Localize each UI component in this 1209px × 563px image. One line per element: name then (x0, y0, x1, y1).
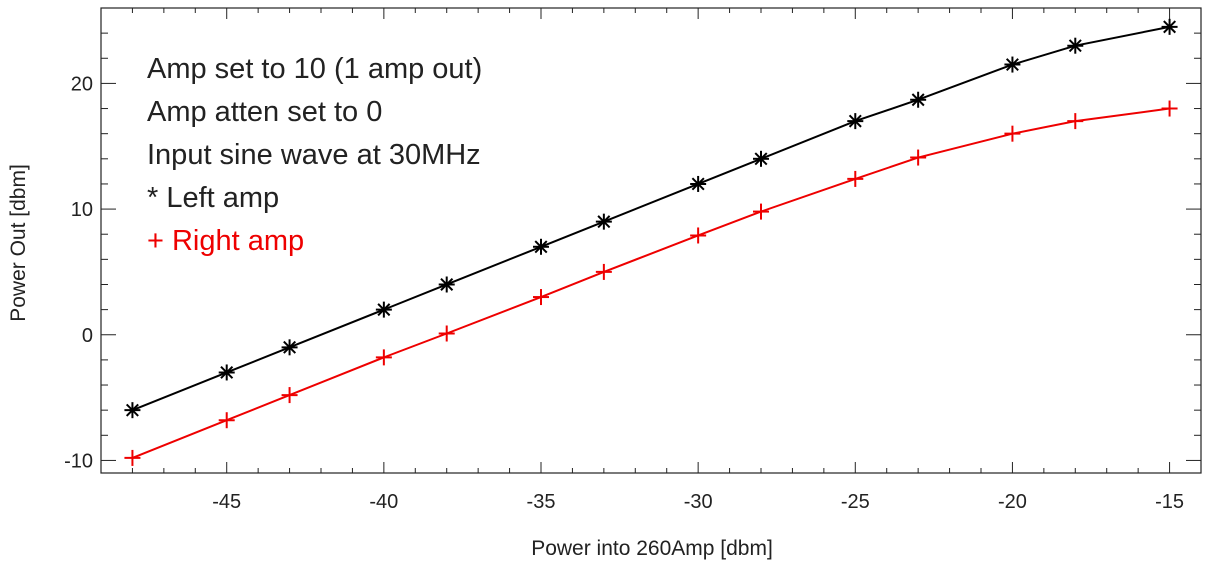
x-tick-label: -45 (212, 491, 241, 513)
x-tick-label: -25 (841, 491, 870, 513)
plot-border (100, 7, 1202, 474)
plus-marker (124, 449, 141, 466)
x-tick-label: -40 (369, 491, 398, 513)
asterisk-marker (438, 276, 455, 293)
x-tick-label: -20 (998, 491, 1027, 513)
y-tick-label: 20 (71, 73, 93, 95)
plus-marker (690, 227, 707, 244)
asterisk-marker (595, 213, 612, 230)
series-line (132, 107, 1170, 459)
annotation-line: * Left amp (147, 182, 279, 214)
series-right-amp (124, 100, 1178, 466)
asterisk-marker (533, 238, 549, 255)
plus-marker (218, 412, 235, 429)
plus-marker (1004, 125, 1021, 142)
y-tick-label: -10 (64, 450, 93, 472)
y-tick-label: 0 (82, 325, 93, 347)
series-layer (124, 18, 1178, 466)
plus-marker (910, 149, 927, 166)
y-axis-title: Power Out [dbm] (7, 164, 30, 322)
asterisk-marker (124, 402, 141, 419)
annotation-line: Input sine wave at 30MHz (147, 139, 481, 171)
asterisk-marker (218, 364, 235, 381)
asterisk-marker (847, 113, 864, 130)
plus-marker (438, 325, 455, 342)
annotation-block: Amp set to 10 (1 amp out) Amp atten set t… (147, 53, 482, 257)
asterisk-marker (1161, 18, 1178, 35)
x-tick-label: -15 (1155, 491, 1184, 513)
plus-marker (533, 289, 549, 306)
plus-marker (595, 263, 612, 280)
asterisk-marker (753, 150, 769, 167)
x-tick-label: -35 (527, 491, 556, 513)
asterisk-marker (375, 301, 392, 318)
plus-marker (1067, 113, 1084, 130)
plus-marker (1161, 100, 1178, 117)
annotation-line: Amp atten set to 0 (147, 96, 382, 128)
series-left-amp (124, 18, 1178, 419)
x-axis-title: Power into 260Amp [dbm] (531, 537, 773, 560)
plus-marker (847, 170, 864, 187)
asterisk-marker (910, 91, 927, 108)
x-tick-label: -30 (684, 491, 713, 513)
series-line (132, 25, 1170, 412)
asterisk-marker (1067, 37, 1084, 54)
asterisk-marker (281, 339, 298, 356)
plus-marker (281, 387, 298, 404)
annotation-line: + Right amp (147, 225, 304, 257)
annotation-line: Amp set to 10 (1 amp out) (147, 53, 482, 85)
plus-marker (753, 203, 769, 220)
plus-marker (375, 349, 392, 366)
y-tick-label: 10 (71, 199, 93, 221)
asterisk-marker (690, 175, 707, 192)
asterisk-marker (1004, 56, 1021, 73)
plot-frame (100, 7, 1202, 474)
axis-ticks: -45 -40 -35 -30 -25 -20 -15 -10 0 10 20 (64, 7, 1202, 513)
